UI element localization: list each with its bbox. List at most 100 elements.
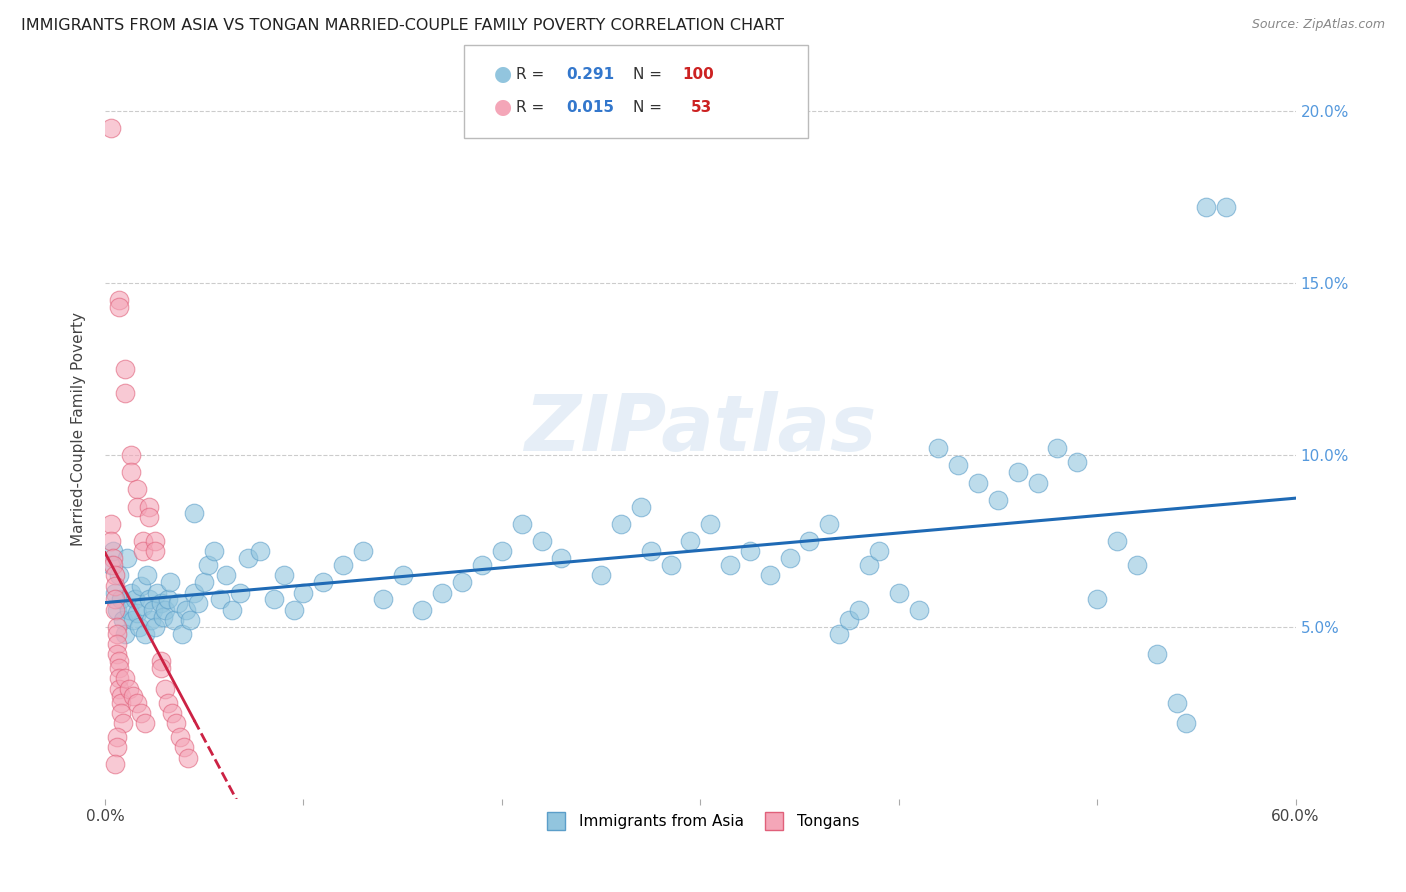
- Point: [101, 551, 124, 566]
- Point: [610, 516, 633, 531]
- Point: [125, 606, 148, 620]
- Point: [1215, 201, 1237, 215]
- Point: [183, 507, 205, 521]
- Point: [105, 740, 128, 755]
- Point: [718, 558, 741, 572]
- Point: [1105, 533, 1128, 548]
- Point: [121, 689, 143, 703]
- Point: [100, 516, 122, 531]
- Point: [679, 533, 702, 548]
- Point: [134, 716, 156, 731]
- Point: [105, 730, 128, 744]
- Point: [1066, 455, 1088, 469]
- Point: [139, 613, 162, 627]
- Point: [758, 568, 780, 582]
- Point: [236, 551, 259, 566]
- Point: [114, 672, 136, 686]
- Point: [1195, 201, 1218, 215]
- Point: [138, 509, 160, 524]
- Point: [104, 592, 127, 607]
- Point: [149, 596, 172, 610]
- Point: [115, 551, 138, 566]
- Point: [110, 689, 132, 703]
- Point: [167, 596, 190, 610]
- Point: [1007, 465, 1029, 479]
- Point: [263, 592, 285, 607]
- Point: [187, 596, 209, 610]
- Point: [371, 592, 394, 607]
- Point: [640, 544, 662, 558]
- Point: [162, 706, 184, 720]
- Point: [1046, 441, 1069, 455]
- Point: [110, 706, 132, 720]
- Point: [138, 592, 160, 607]
- Text: IMMIGRANTS FROM ASIA VS TONGAN MARRIED-COUPLE FAMILY POVERTY CORRELATION CHART: IMMIGRANTS FROM ASIA VS TONGAN MARRIED-C…: [21, 18, 785, 33]
- Point: [120, 465, 142, 479]
- Point: [927, 441, 949, 455]
- Point: [868, 544, 890, 558]
- Point: [848, 603, 870, 617]
- Point: [149, 661, 172, 675]
- Point: [177, 750, 200, 764]
- Point: [138, 500, 160, 514]
- Point: [209, 592, 232, 607]
- Point: [131, 544, 153, 558]
- Point: [510, 516, 533, 531]
- Point: [135, 568, 157, 582]
- Point: [108, 672, 131, 686]
- Point: [149, 654, 172, 668]
- Point: [183, 585, 205, 599]
- Point: [283, 603, 305, 617]
- Point: [312, 575, 335, 590]
- Legend: Immigrants from Asia, Tongans: Immigrants from Asia, Tongans: [534, 808, 866, 836]
- Y-axis label: Married-Couple Family Poverty: Married-Couple Family Poverty: [72, 312, 86, 546]
- Text: 0.015: 0.015: [567, 100, 614, 114]
- Point: [292, 585, 315, 599]
- Point: [1085, 592, 1108, 607]
- Text: 100: 100: [682, 67, 714, 81]
- Text: 53: 53: [690, 100, 711, 114]
- Point: [193, 575, 215, 590]
- Point: [699, 516, 721, 531]
- Point: [1126, 558, 1149, 572]
- Point: [143, 544, 166, 558]
- Point: [143, 620, 166, 634]
- Point: [411, 603, 433, 617]
- Point: [124, 592, 146, 607]
- Point: [157, 592, 180, 607]
- Text: ZIPatlas: ZIPatlas: [524, 392, 876, 467]
- Point: [530, 533, 553, 548]
- Text: R =: R =: [516, 100, 544, 114]
- Point: [153, 681, 176, 696]
- Point: [111, 716, 134, 731]
- Point: [108, 681, 131, 696]
- Text: Source: ZipAtlas.com: Source: ZipAtlas.com: [1251, 18, 1385, 31]
- Point: [108, 568, 131, 582]
- Point: [114, 362, 136, 376]
- Point: [142, 603, 165, 617]
- Point: [100, 558, 122, 572]
- Point: [948, 458, 970, 473]
- Point: [118, 603, 141, 617]
- Point: [125, 483, 148, 497]
- Point: [818, 516, 841, 531]
- Point: [121, 613, 143, 627]
- Point: [114, 627, 136, 641]
- Point: [101, 544, 124, 558]
- Point: [451, 575, 474, 590]
- Point: [169, 730, 191, 744]
- Point: [1026, 475, 1049, 490]
- Point: [101, 558, 124, 572]
- Point: [105, 627, 128, 641]
- Point: [105, 637, 128, 651]
- Point: [432, 585, 454, 599]
- Point: [131, 599, 153, 614]
- Point: [134, 627, 156, 641]
- Point: [163, 613, 186, 627]
- Text: 0.291: 0.291: [567, 67, 614, 81]
- Point: [591, 568, 613, 582]
- Point: [104, 757, 127, 772]
- Point: [108, 300, 131, 314]
- Point: [120, 585, 142, 599]
- Point: [114, 386, 136, 401]
